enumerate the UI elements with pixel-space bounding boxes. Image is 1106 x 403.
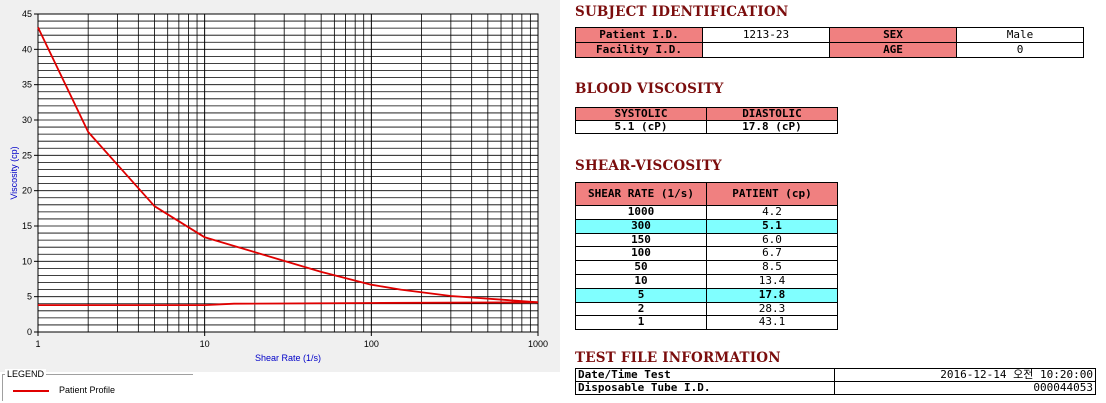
subject-section-title: SUBJECT IDENTIFICATION [575,4,789,20]
tube-id-value: 000044053 [834,381,1096,395]
patient-cp-cell: 6.7 [706,246,838,262]
test-file-table: Date/Time Test 2016-12-14 오전 10:20:00 Di… [575,368,1096,395]
series-line-patient-profile [37,27,539,304]
table-row-highlight: 5 17.8 [575,287,838,303]
datetime-label: Date/Time Test [575,368,835,382]
shear-section-title: SHEAR-VISCOSITY [575,158,722,174]
table-row: 50 8.5 [575,260,838,275]
patient-cp-cell: 28.3 [706,301,838,317]
patient-cp-cell: 13.4 [706,273,838,289]
patient-id-value: 1213-23 [702,27,830,43]
patient-id-label: Patient I.D. [575,27,703,43]
y-tick-label: 25 [22,150,32,160]
axis-ticks: 0 5 10 15 20 25 30 35 40 45 1 10 100 1000 [22,9,548,349]
table-row: 150 6.0 [575,232,838,248]
table-row: 1000 4.2 [575,205,838,220]
viscosity-chart: 0 5 10 15 20 25 30 35 40 45 1 10 100 1000 Shear Rate … [9,9,548,363]
table-row: 2 28.3 [575,301,838,317]
x-tick-label: 1 [35,339,40,349]
blood-section-title: BLOOD VISCOSITY [575,81,724,97]
shear-rate-cell: 50 [575,260,707,275]
sex-value: Male [956,27,1084,43]
y-tick-label: 20 [22,186,32,196]
x-tick-label: 10 [200,339,210,349]
shear-rate-cell: 5 [575,287,707,303]
shear-rate-cell: 2 [575,301,707,317]
shear-rate-cell: 300 [575,218,707,234]
y-tick-label: 35 [22,80,32,90]
systolic-value: 5.1 (cP) [575,120,707,134]
y-tick-label: 5 [27,292,32,302]
y-axis-label: Viscosity (cp) [9,146,19,199]
systolic-label: SYSTOLIC [575,107,707,121]
legend-swatch-patient-profile [13,390,49,392]
patient-cp-cell: 4.2 [706,205,838,220]
series-line-baseline [38,301,539,306]
tube-id-label: Disposable Tube I.D. [575,381,835,395]
y-tick-label: 0 [27,327,32,337]
shear-viscosity-table: SHEAR RATE (1/s) PATIENT (cp) 1000 4.2 3… [575,182,838,331]
y-tick-label: 15 [22,221,32,231]
patient-cp-cell: 43.1 [706,315,838,331]
table-row: 1 43.1 [575,315,838,331]
shear-rate-cell: 1000 [575,205,707,220]
patient-cp-cell: 8.5 [706,260,838,275]
age-label: AGE [829,42,957,58]
subject-table: Patient I.D. 1213-23 SEX Male Facility I… [575,27,1084,58]
datetime-value: 2016-12-14 오전 10:20:00 [834,368,1096,382]
legend-title: LEGEND [5,369,47,379]
shear-rate-header: SHEAR RATE (1/s) [575,182,707,206]
shear-rate-cell: 10 [575,273,707,289]
grid-lines [38,14,538,332]
legend: LEGEND Patient Profile [2,369,193,401]
sex-label: SEX [829,27,957,43]
table-row-highlight: 300 5.1 [575,218,838,234]
chart-panel: 0 5 10 15 20 25 30 35 40 45 1 10 100 1000 Shear Rate … [0,0,560,372]
plot-area [37,13,539,333]
x-tick-label: 1000 [528,339,548,349]
y-tick-label: 30 [22,115,32,125]
x-axis-label: Shear Rate (1/s) [255,353,321,363]
patient-cp-cell: 17.8 [706,287,838,303]
test-section-title: TEST FILE INFORMATION [575,350,781,366]
legend-label-patient-profile: Patient Profile [59,385,116,395]
x-tick-label: 100 [364,339,379,349]
facility-id-value [702,42,830,58]
blood-viscosity-table: SYSTOLIC DIASTOLIC 5.1 (cP) 17.8 (cP) [575,107,838,134]
shear-rate-cell: 150 [575,232,707,248]
facility-id-label: Facility I.D. [575,42,703,58]
y-tick-label: 40 [22,44,32,54]
patient-cp-cell: 5.1 [706,218,838,234]
shear-rate-cell: 100 [575,246,707,262]
diastolic-label: DIASTOLIC [706,107,838,121]
y-tick-label: 45 [22,9,32,19]
table-row: 100 6.7 [575,246,838,262]
series-layer [37,27,539,306]
patient-cp-header: PATIENT (cp) [706,182,838,206]
patient-cp-cell: 6.0 [706,232,838,248]
shear-rate-cell: 1 [575,315,707,331]
table-row: 10 13.4 [575,273,838,289]
y-tick-label: 10 [22,256,32,266]
age-value: 0 [956,42,1084,58]
diastolic-value: 17.8 (cP) [706,120,838,134]
